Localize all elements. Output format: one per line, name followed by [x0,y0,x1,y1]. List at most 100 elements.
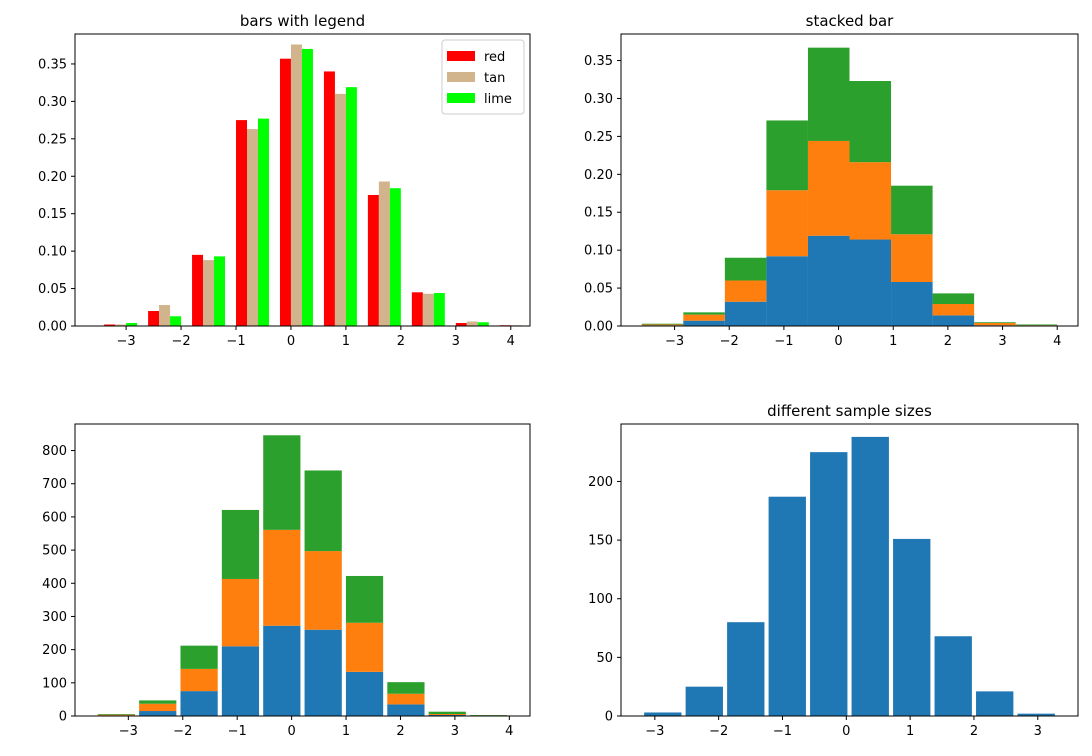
y-tick-label: 0.25 [38,132,67,147]
x-tick-label: −3 [119,724,138,739]
bar-tan-3 [203,260,215,326]
x-tick-label: 3 [452,334,460,349]
bar-tan-5 [290,44,302,326]
bar-orange-3 [180,668,218,692]
bar-red-2 [148,311,160,326]
bar-lime-6 [345,87,357,327]
subplot-4: −3 −2 −1 0 1 2 3 0 50 100 150 200 different sample s… [588,402,1079,739]
bar-blue-6 [304,629,342,716]
axes-frame [74,423,531,717]
y-tick-label: 0.30 [38,95,67,110]
y-tick-label: 0.35 [584,54,613,69]
bar-lime-1 [126,323,138,326]
bar-blue-7 [891,282,933,326]
y-tick-label: 200 [42,643,67,658]
y-tick-label: 0.10 [38,245,67,260]
legend-swatch-lime [447,93,475,103]
axes-frame [74,33,531,327]
bar-blue-5 [263,625,301,716]
chart-title: different sample sizes [767,402,932,420]
bar-orange-2 [683,314,725,321]
legend-swatch-tan [447,72,475,82]
y-tick-label: 0.30 [584,92,613,107]
bar-orange-7 [345,622,384,672]
bar-red-4 [236,120,247,326]
y-tick-label: 0.20 [584,168,613,183]
y-tick-label: 500 [42,544,67,559]
bar-red-1 [104,324,116,326]
x-tick-label: −3 [665,334,684,349]
subplot-2: −3 −2 −1 0 1 2 3 4 0.00 0.05 0.10 0.15 0.20 0.25 0.30 0… [584,12,1079,349]
bar-tan-7 [378,181,390,326]
y-tick-label: 50 [596,651,613,666]
legend: red tan lime [441,39,525,115]
bar-blue-6 [849,239,892,326]
bar-green-5 [807,47,850,141]
bar-green-6 [849,81,892,163]
bar-lime-9 [477,322,489,326]
x-tick-label: 3 [1034,724,1042,739]
bar-green-8 [387,682,425,694]
bar-tan-9 [466,321,478,326]
y-tick-label: 0.05 [38,282,67,297]
bar-tan-6 [334,93,346,327]
bar-green-4 [221,509,260,579]
y-tick-label: 800 [42,444,67,459]
x-tick-label: 1 [342,724,350,739]
x-tick-label: 3 [451,724,459,739]
bar-blue-2 [685,686,723,716]
axes-frame [620,33,1079,327]
bar-blue-3 [727,622,765,716]
y-tick-label: 150 [588,534,613,549]
bar-green-8 [932,293,975,305]
x-tick-label: 4 [507,334,515,349]
bar-orange-4 [766,190,808,257]
bar-orange-9 [428,714,466,716]
y-tick-label: 200 [588,475,613,490]
bar-blue-1 [644,712,682,716]
bar-green-1 [97,714,135,715]
bar-orange-4 [221,578,260,647]
bar-blue-3 [180,691,218,716]
bar-blue-5 [807,235,850,326]
bar-blue-6 [851,436,889,716]
bar-blue-8 [934,636,972,716]
y-tick-label: 100 [42,676,67,691]
x-tick-label: −1 [774,334,793,349]
y-tick-label: 400 [42,577,67,592]
bar-orange-3 [724,280,767,302]
bar-blue-2 [683,320,725,326]
bar-green-2 [683,312,725,315]
y-tick-label: 0.20 [38,170,67,185]
y-tick-label: 600 [42,510,67,525]
x-tick-label: 1 [342,334,350,349]
bar-blue-8 [387,704,425,716]
x-tick-label: −1 [773,724,792,739]
axes-frame [620,423,1079,717]
bar-red-7 [367,194,379,326]
legend-label-tan: tan [484,71,505,86]
bar-red-6 [323,71,335,326]
x-tick-label: 3 [998,334,1006,349]
bar-green-3 [180,645,218,669]
bar-green-7 [891,185,933,235]
bar-red-3 [192,254,204,326]
subplot-3: −3 −2 −1 0 1 2 3 4 0 100 200 300 400 500 600 700 800 [42,423,531,739]
x-tick-label: 4 [505,724,513,739]
bar-orange-1 [641,324,684,326]
y-tick-label: 0 [605,710,613,725]
bar-lime-2 [170,316,182,326]
x-tick-label: −1 [228,724,247,739]
x-tick-label: 2 [944,334,952,349]
x-tick-label: 0 [287,724,295,739]
bar-green-10 [1015,324,1058,326]
x-tick-label: 0 [287,334,295,349]
bar-blue-8 [932,315,975,326]
bar-green-2 [139,700,177,704]
bar-tan-4 [246,129,258,326]
y-tick-label: 0.05 [584,282,613,297]
x-tick-label: 0 [842,724,850,739]
bar-blue-2 [139,711,177,716]
y-tick-label: 0.00 [38,320,67,335]
bar-orange-5 [263,529,301,626]
